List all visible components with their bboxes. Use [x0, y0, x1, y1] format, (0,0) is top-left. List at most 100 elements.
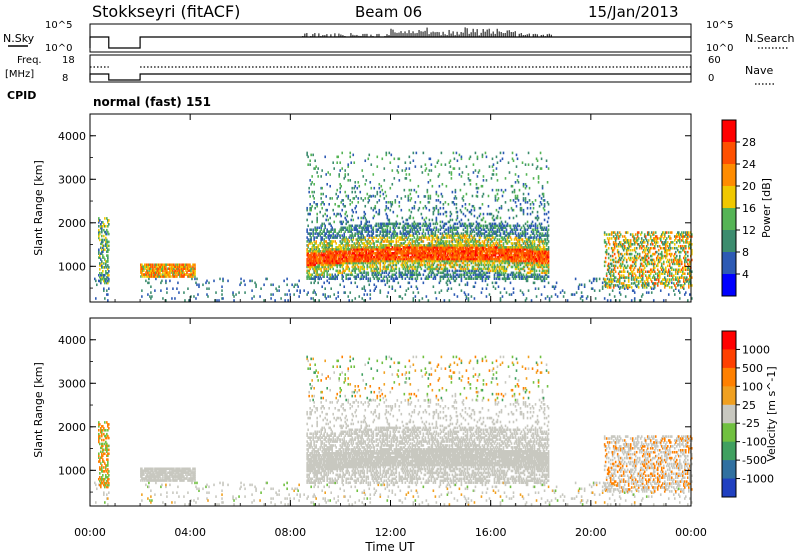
power-cell	[447, 202, 450, 206]
power-cell	[414, 257, 417, 261]
power-cell	[507, 273, 510, 277]
power-cell	[437, 253, 440, 257]
power-cell	[400, 236, 403, 239]
power-cell	[343, 234, 346, 237]
power-cell	[156, 263, 158, 267]
power-cell	[391, 248, 394, 251]
power-cell	[431, 236, 434, 239]
power-cell	[310, 228, 312, 232]
power-cell	[470, 251, 473, 255]
power-cell	[186, 267, 188, 270]
power-cell	[192, 265, 194, 269]
power-cell	[356, 238, 359, 241]
power-cell	[492, 232, 495, 235]
power-cell	[107, 258, 109, 261]
power-cell	[459, 263, 462, 267]
power-cell	[435, 204, 438, 208]
power-cell	[177, 267, 179, 270]
power-cell	[324, 234, 326, 237]
power-cell	[478, 267, 481, 271]
power-cell	[357, 248, 360, 251]
power-cell	[362, 253, 365, 257]
power-cell	[438, 184, 441, 188]
power-cell	[313, 248, 315, 251]
power-cell	[509, 226, 512, 230]
power-cell	[318, 255, 320, 259]
power-cell	[372, 173, 375, 176]
power-cell	[490, 249, 493, 253]
power-cell	[98, 221, 100, 224]
power-cell	[429, 228, 432, 232]
power-cell	[358, 184, 361, 188]
power-cell	[426, 190, 429, 194]
power-cell	[341, 273, 344, 277]
power-cell	[459, 248, 462, 251]
power-cell	[434, 291, 437, 294]
power-cell	[380, 251, 383, 255]
power-cell	[431, 255, 434, 259]
power-cell	[406, 257, 409, 261]
power-cell	[430, 234, 433, 237]
power-cell	[180, 267, 182, 270]
power-cell	[501, 267, 504, 271]
power-cell	[446, 275, 449, 279]
power-cell	[359, 269, 362, 273]
power-cell	[413, 228, 416, 232]
power-cell	[185, 267, 187, 270]
power-cell	[509, 248, 512, 251]
power-cell	[437, 238, 440, 241]
power-cell	[360, 249, 363, 253]
power-cell	[315, 265, 317, 269]
power-cell	[140, 275, 142, 278]
power-cell	[442, 234, 445, 237]
power-cell	[351, 251, 354, 255]
power-cell	[174, 297, 176, 300]
power-cell	[479, 253, 482, 257]
power-cell	[338, 249, 341, 253]
power-cell	[334, 261, 337, 265]
power-cell	[336, 232, 339, 235]
power-cell	[441, 259, 444, 263]
power-cell	[312, 228, 314, 232]
power-cell	[334, 275, 337, 279]
power-cell	[469, 155, 472, 159]
power-cell	[459, 238, 462, 241]
power-cell	[346, 238, 349, 241]
power-cell	[385, 253, 388, 257]
power-cell	[330, 224, 333, 228]
power-cell	[477, 259, 480, 263]
power-cell	[349, 251, 352, 255]
power-cell	[345, 255, 348, 259]
power-cell	[396, 214, 399, 218]
power-cell	[348, 259, 351, 263]
power-cell	[385, 151, 388, 155]
power-cell	[445, 267, 448, 271]
power-cell	[502, 269, 505, 273]
power-cell	[449, 214, 452, 218]
power-cell	[498, 206, 501, 210]
power-cell	[320, 273, 322, 277]
power-cell	[504, 255, 507, 259]
power-cell	[378, 257, 381, 261]
power-cell	[309, 261, 311, 265]
power-cell	[486, 255, 489, 259]
power-cell	[505, 253, 508, 257]
power-cell	[474, 242, 477, 245]
power-cell	[424, 253, 427, 257]
power-cell	[476, 155, 479, 159]
power-cell	[491, 263, 494, 267]
power-cell	[106, 271, 108, 275]
power-cell	[399, 273, 402, 277]
power-cell	[381, 251, 384, 255]
power-cell	[331, 255, 334, 259]
power-cell	[390, 253, 393, 257]
power-cell	[498, 240, 501, 243]
power-cell	[332, 240, 335, 243]
power-cell	[374, 267, 377, 271]
power-cell	[442, 248, 445, 251]
power-cell	[445, 184, 448, 188]
power-cell	[506, 253, 509, 257]
power-cell	[433, 208, 436, 212]
power-cell	[408, 167, 411, 170]
power-cell	[416, 255, 419, 259]
